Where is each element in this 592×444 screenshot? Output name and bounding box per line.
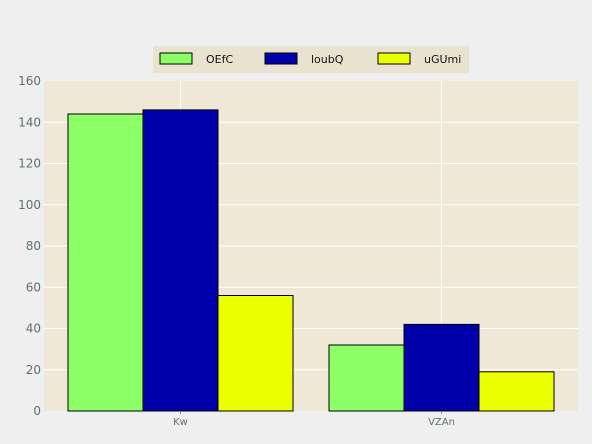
legend-swatch-OEfC xyxy=(159,52,193,65)
legend-label-OEfC: OEfC xyxy=(206,53,233,66)
legend-swatch-uGUmi xyxy=(377,52,411,65)
y-tick-label: 140 xyxy=(18,115,41,129)
x-tick-label: VZAn xyxy=(428,417,455,428)
y-axis: 0 20 40 60 80 100 120 140 160 xyxy=(18,74,41,418)
y-tick-label: 160 xyxy=(18,74,41,88)
bar-OEfC-VZAn xyxy=(328,344,405,412)
y-tick-label: 80 xyxy=(26,239,41,253)
legend: OEfC loubQ uGUmi xyxy=(153,46,469,73)
y-tick-label: 60 xyxy=(26,280,41,294)
x-tick-label: Kw xyxy=(173,417,188,428)
bar-loubQ-Kw xyxy=(142,109,219,412)
bar-uGUmi-VZAn xyxy=(478,371,555,412)
legend-swatch-loubQ xyxy=(264,52,298,65)
y-tick-label: 120 xyxy=(18,157,41,171)
legend-label-uGUmi: uGUmi xyxy=(424,53,461,66)
legend-box xyxy=(153,46,469,73)
legend-label-loubQ: loubQ xyxy=(311,53,344,66)
x-axis: Kw VZAn xyxy=(173,411,455,428)
y-tick-label: 40 xyxy=(26,322,41,336)
y-tick-label: 20 xyxy=(26,363,41,377)
bars xyxy=(67,109,555,412)
y-tick-label: 100 xyxy=(18,198,41,212)
bar-loubQ-VZAn xyxy=(403,323,480,412)
bar-uGUmi-Kw xyxy=(217,295,294,412)
y-tick-label: 0 xyxy=(33,404,41,418)
bar-OEfC-Kw xyxy=(67,113,144,412)
